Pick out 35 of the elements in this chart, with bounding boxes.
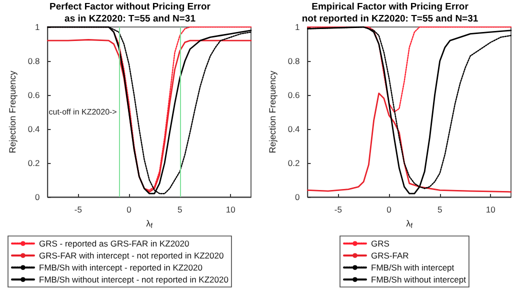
y-tick-label: 0.8: [288, 56, 300, 66]
legend-label: FMB/Sh with intercept: [371, 262, 455, 272]
x-tick-label: 10: [486, 204, 496, 214]
legend-label: FMB/Sh without intercept: [371, 274, 467, 284]
y-tick-label: 0.2: [28, 158, 40, 168]
legend-label: FMB/Sh with intercept - reported in KZ2020: [39, 262, 203, 272]
y-axis-title: Rejection Frequency: [268, 70, 278, 154]
annotation: cut-off in KZ2020->: [48, 108, 118, 116]
x-tick-label: 5: [437, 204, 442, 214]
legend-label: GRS-FAR: [371, 250, 409, 260]
y-axis-title: Rejection Frequency: [8, 70, 18, 154]
x-tick-label: 5: [177, 204, 182, 214]
y-tick-label: 1: [34, 22, 40, 32]
legend-label: GRS - reported as GRS-FAR in KZ2020: [39, 238, 190, 248]
x-tick-label: 0: [386, 204, 392, 214]
y-tick-label: 0.8: [28, 56, 40, 66]
y-tick-label: 0.2: [288, 158, 300, 168]
y-tick-label: 1: [294, 22, 300, 32]
x-tick-label: -5: [334, 204, 342, 214]
line-series: [307, 26, 512, 113]
x-tick-label: 10: [226, 204, 236, 214]
y-tick-label: 0.4: [288, 124, 300, 134]
y-tick-label: 0.4: [28, 124, 40, 134]
legend-label: GRS: [371, 238, 390, 248]
legend-label: GRS-FAR with intercept - not reported in KZ2020: [39, 250, 224, 260]
chart-title: Perfect Factor without Pricing Error as in KZ2020: T=55 and N=31: [50, 2, 211, 24]
legend-label: FMB/Sh without intercept - not reported in KZ2020: [39, 274, 229, 284]
y-tick-label: 0: [294, 192, 300, 202]
x-tick-label: -5: [74, 204, 82, 214]
x-tick-label: 0: [126, 204, 132, 214]
y-tick-label: 0.6: [288, 90, 300, 100]
y-tick-label: 0: [34, 192, 40, 202]
y-tick-label: 0.6: [28, 90, 40, 100]
line-series: [307, 92, 512, 193]
chart-title: Empirical Factor with Pricing Error not reported in KZ2020: T=55 and N=31: [302, 2, 479, 24]
